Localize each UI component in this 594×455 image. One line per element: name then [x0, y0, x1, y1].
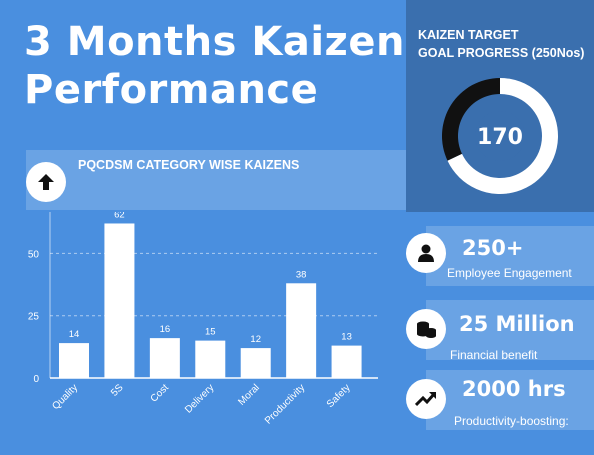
y-tick-label: 50 — [28, 249, 40, 260]
bar — [240, 348, 271, 378]
bar-data-label: 16 — [160, 324, 171, 335]
stat-value-financial: 25 Million — [459, 312, 575, 336]
x-category-label: Productivity — [263, 382, 307, 426]
category-chart-title: PQCDSM CATEGORY WISE KAIZENS — [78, 158, 300, 172]
target-panel: KAIZEN TARGET GOAL PROGRESS (250Nos) 170 — [406, 0, 594, 212]
bar-data-label: 62 — [114, 212, 125, 220]
stat-label-engagement: Employee Engagement — [447, 266, 572, 280]
stat-card-financial — [426, 300, 594, 360]
y-tick-label: 0 — [33, 374, 39, 385]
bar-data-label: 38 — [296, 269, 307, 280]
category-bar-chart: 0 25 50 14 Quality 62 5S 16 Cost 15 Delivery 12 Mora… — [28, 212, 378, 427]
bar — [331, 345, 362, 378]
stat-value-productivity: 2000 hrs — [462, 377, 566, 401]
x-category-label: Safety — [325, 382, 353, 410]
page-title: 3 Months Kaizen Performance — [24, 19, 405, 113]
bar — [286, 283, 317, 378]
stat-label-financial: Financial benefit — [450, 348, 538, 362]
category-header-band — [26, 150, 406, 210]
x-category-label: Cost — [149, 382, 171, 404]
bar — [149, 338, 180, 378]
x-category-label: 5S — [109, 382, 126, 399]
donut-remaining-arc — [442, 78, 500, 161]
bar — [104, 223, 135, 378]
bar-data-label: 13 — [341, 332, 352, 343]
person-icon — [406, 233, 446, 273]
up-arrow-icon — [26, 162, 66, 202]
donut-center-label: 170 — [477, 125, 523, 150]
x-category-label: Quality — [50, 382, 80, 412]
x-category-label: Moral — [236, 382, 261, 407]
coins-icon — [406, 309, 446, 349]
stat-card-engagement — [426, 226, 594, 286]
stat-label-productivity: Productivity-boosting: — [454, 414, 569, 428]
stat-value-engagement: 250+ — [462, 236, 524, 260]
bar — [59, 343, 89, 378]
stat-card-productivity — [426, 370, 594, 430]
trend-up-icon — [406, 379, 446, 419]
bar-data-label: 12 — [250, 334, 261, 345]
bar-data-label: 15 — [205, 327, 216, 338]
y-tick-label: 25 — [28, 312, 40, 323]
donut-center — [475, 111, 525, 161]
target-title: KAIZEN TARGET GOAL PROGRESS (250Nos) — [418, 28, 585, 60]
bar-data-label: 14 — [69, 329, 80, 340]
bar — [195, 340, 226, 378]
goal-progress-donut: 170 — [442, 78, 558, 194]
x-category-label: Delivery — [183, 382, 216, 415]
